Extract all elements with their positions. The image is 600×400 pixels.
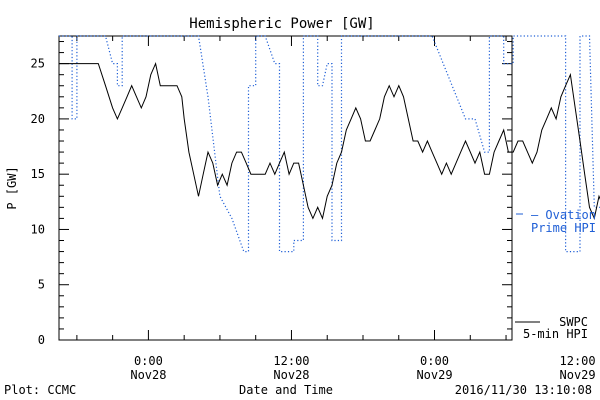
ovation-prime-hpi-line bbox=[59, 35, 600, 253]
x-tick-date-label: Nov28 bbox=[130, 368, 166, 382]
plot-timestamp: 2016/11/30 13:10:08 bbox=[455, 383, 592, 397]
swpc-legend-line2: 5-min HPI bbox=[523, 327, 588, 341]
y-axis-label: P [GW] bbox=[5, 166, 19, 209]
x-tick-time-label: 0:00 bbox=[420, 354, 449, 368]
y-tick-label: 20 bbox=[31, 112, 45, 126]
plot-frame bbox=[58, 35, 513, 341]
ovation-legend-line2: Prime HPI bbox=[531, 221, 596, 235]
y-tick-label: 25 bbox=[31, 57, 45, 71]
y-tick-label: 0 bbox=[38, 333, 45, 347]
x-tick-time-label: 12:00 bbox=[560, 354, 596, 368]
x-tick-time-label: 12:00 bbox=[273, 354, 309, 368]
swpc-legend-line1: SWPC bbox=[559, 315, 588, 329]
x-tick-time-label: 0:00 bbox=[134, 354, 163, 368]
y-axis-ticks: 0 5 10 15 20 25 bbox=[31, 41, 512, 347]
y-tick-label: 15 bbox=[31, 167, 45, 181]
plot-credit: Plot: CCMC bbox=[4, 383, 76, 397]
x-axis-ticks: 0:00Nov2812:00Nov280:00Nov2912:00Nov290:… bbox=[76, 36, 596, 382]
x-tick-date-label: Nov29 bbox=[560, 368, 596, 382]
swpc-hpi-line bbox=[59, 61, 600, 221]
y-tick-label: 10 bbox=[31, 222, 45, 236]
x-axis-label: Date and Time bbox=[239, 383, 333, 397]
x-tick-date-label: Nov28 bbox=[273, 368, 309, 382]
ovation-legend-line1: — Ovation bbox=[531, 208, 596, 222]
y-tick-label: 5 bbox=[38, 278, 45, 292]
x-tick-date-label: Nov29 bbox=[416, 368, 452, 382]
series-layer bbox=[59, 35, 600, 253]
chart-title: Hemispheric Power [GW] bbox=[189, 16, 374, 32]
